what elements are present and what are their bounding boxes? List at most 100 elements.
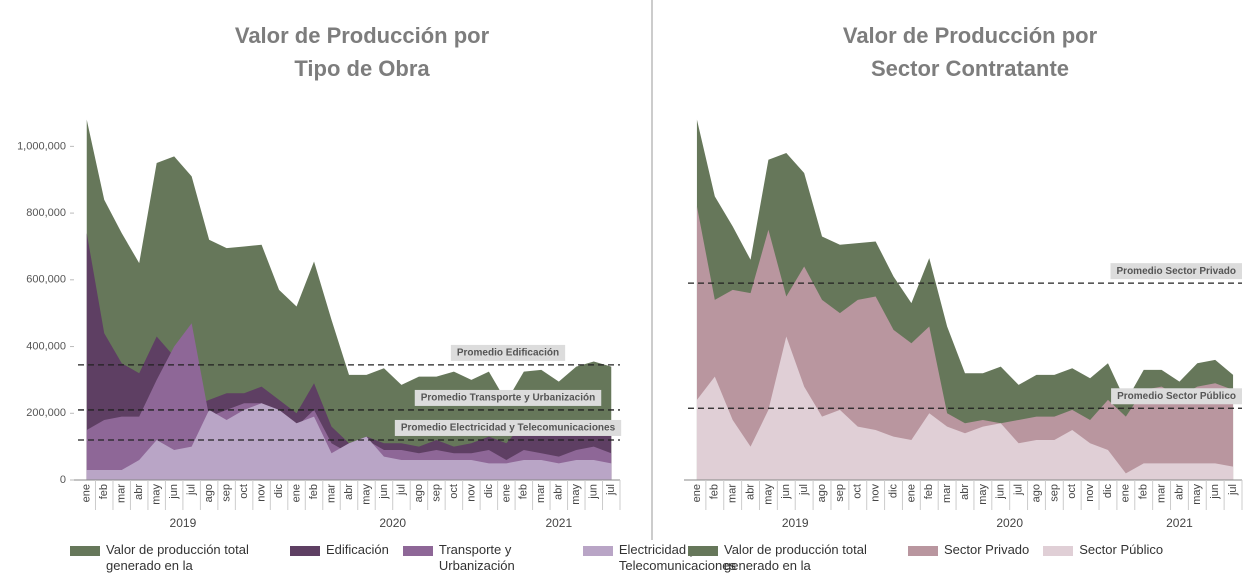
reference-label: Promedio Edificación [450, 344, 566, 361]
x-tick-label: dic [887, 484, 899, 499]
y-tick-label: 600,000 [26, 274, 66, 286]
x-tick-label: jun [1209, 484, 1221, 500]
reference-label-bg [394, 419, 622, 436]
chart: Valor de Producción por Tipo de Obra 0 200,… [17, 0, 1243, 540]
reference-label-text: Promedio Sector Privado [1117, 266, 1236, 277]
reference-label-text: Promedio Edificación [457, 348, 559, 359]
legend-label: Sector Privado [944, 542, 1030, 557]
legend-swatch [290, 546, 320, 556]
area [86, 119, 612, 480]
x-tick-label: ene [905, 484, 917, 502]
x-tick-label: abr [133, 484, 145, 500]
reference-label: Promedio Transporte y Urbanización [414, 389, 602, 406]
legend-swatch [908, 546, 938, 556]
reference-label-bg [1111, 388, 1242, 405]
legend-item: Sector Privado [908, 542, 1029, 574]
x-tick-label: mar [535, 484, 547, 503]
x-tick-label: sep [430, 484, 442, 502]
area [86, 403, 612, 480]
year-label: 2021 [1166, 516, 1193, 530]
x-tick-label: nov [255, 484, 267, 502]
legend-item: Transporte y Urbanización [402, 542, 569, 574]
x-tick-label: sep [1048, 484, 1060, 502]
x-tick-label: nov [1084, 484, 1096, 502]
y-tick-label: 800,000 [26, 207, 66, 219]
legend-swatch [688, 546, 718, 556]
x-tick-label: may [151, 484, 163, 505]
reference-label-text: Promedio Sector Público [1117, 391, 1236, 402]
x-tick-label: abr [1173, 484, 1185, 500]
x-tick-label: mar [1155, 484, 1167, 503]
x-tick-label: sep [834, 484, 846, 502]
legend-label: Sector Público [1079, 542, 1164, 557]
x-tick-label: may [762, 484, 774, 505]
x-tick-label: ene [81, 484, 93, 502]
x-tick-label: ago [413, 484, 425, 502]
x-tick-label: nov [465, 484, 477, 502]
legend-swatch [582, 546, 613, 556]
chart-title: Tipo de Obra [294, 56, 430, 81]
reference-label-text: Promedio Electricidad y Telecomunicacion… [401, 423, 616, 434]
year-label: 2019 [782, 516, 809, 530]
x-tick-label: mar [116, 484, 128, 503]
x-tick-label: jul [186, 484, 198, 496]
year-label: 2019 [170, 516, 197, 530]
x-tick-label: dic [1102, 484, 1114, 499]
x-tick-label: may [570, 484, 582, 505]
x-tick-label: feb [308, 484, 320, 499]
reference-label-bg [1110, 263, 1242, 280]
reference-label: Promedio Electricidad y Telecomunicacion… [394, 419, 622, 436]
chart-title: Sector Contratante [871, 56, 1069, 81]
x-tick-label: jun [588, 484, 600, 500]
x-tick-label: jun [780, 484, 792, 500]
x-tick-label: mar [727, 484, 739, 503]
legend-item: Edificación [290, 542, 389, 574]
y-tick-label: 1,000,000 [17, 140, 66, 152]
reference-label-bg [450, 344, 566, 361]
y-tick-label: 200,000 [26, 407, 66, 419]
reference-label-text: Promedio Transporte y Urbanización [421, 393, 595, 404]
reference-label-bg [414, 389, 602, 406]
x-tick-label: feb [1138, 484, 1150, 499]
legend-label: Valor de producción total generado en la [106, 542, 249, 573]
legend-swatch [70, 546, 100, 556]
area [696, 336, 1234, 480]
x-tick-label: ene [1120, 484, 1132, 502]
legend-swatch [402, 546, 433, 556]
chart-title: Valor de Producción por [235, 23, 490, 48]
x-tick-label: ago [203, 484, 215, 502]
x-tick-label: mar [941, 484, 953, 503]
x-tick-label: mar [325, 484, 337, 503]
legend: Valor de producción total generado en la… [688, 542, 1177, 574]
y-tick-label: 0 [60, 474, 66, 486]
x-tick-label: oct [238, 484, 250, 499]
x-tick-label: nov [870, 484, 882, 502]
legend-label: Transporte y Urbanización [438, 542, 515, 573]
x-tick-label: dic [483, 484, 495, 499]
x-tick-label: oct [448, 484, 460, 499]
x-tick-label: sep [221, 484, 233, 502]
chart-title: Valor de Producción por [843, 23, 1098, 48]
x-tick-label: jun [168, 484, 180, 500]
x-tick-label: may [360, 484, 372, 505]
x-tick-label: oct [1066, 484, 1078, 499]
y-tick-label: 400,000 [26, 340, 66, 352]
x-tick-label: feb [98, 484, 110, 499]
legend-item: Sector Público [1043, 542, 1163, 574]
legend-item: Valor de producción total generado en la [70, 542, 276, 574]
x-tick-label: oct [852, 484, 864, 499]
x-tick-label: ago [816, 484, 828, 502]
reference-label: Promedio Sector Público [1111, 388, 1242, 405]
x-tick-label: dic [273, 484, 285, 499]
reference-label: Promedio Sector Privado [1110, 263, 1242, 280]
x-tick-label: feb [518, 484, 530, 499]
x-tick-label: abr [553, 484, 565, 500]
legend-label: Electricidad y Telecomunicaciones [618, 542, 736, 573]
legend-label: Edificación [326, 542, 389, 557]
x-tick-label: ago [1030, 484, 1042, 502]
x-tick-label: jul [1227, 484, 1239, 496]
x-tick-label: jul [1013, 484, 1025, 496]
x-tick-label: jun [378, 484, 390, 500]
area [696, 206, 1234, 480]
